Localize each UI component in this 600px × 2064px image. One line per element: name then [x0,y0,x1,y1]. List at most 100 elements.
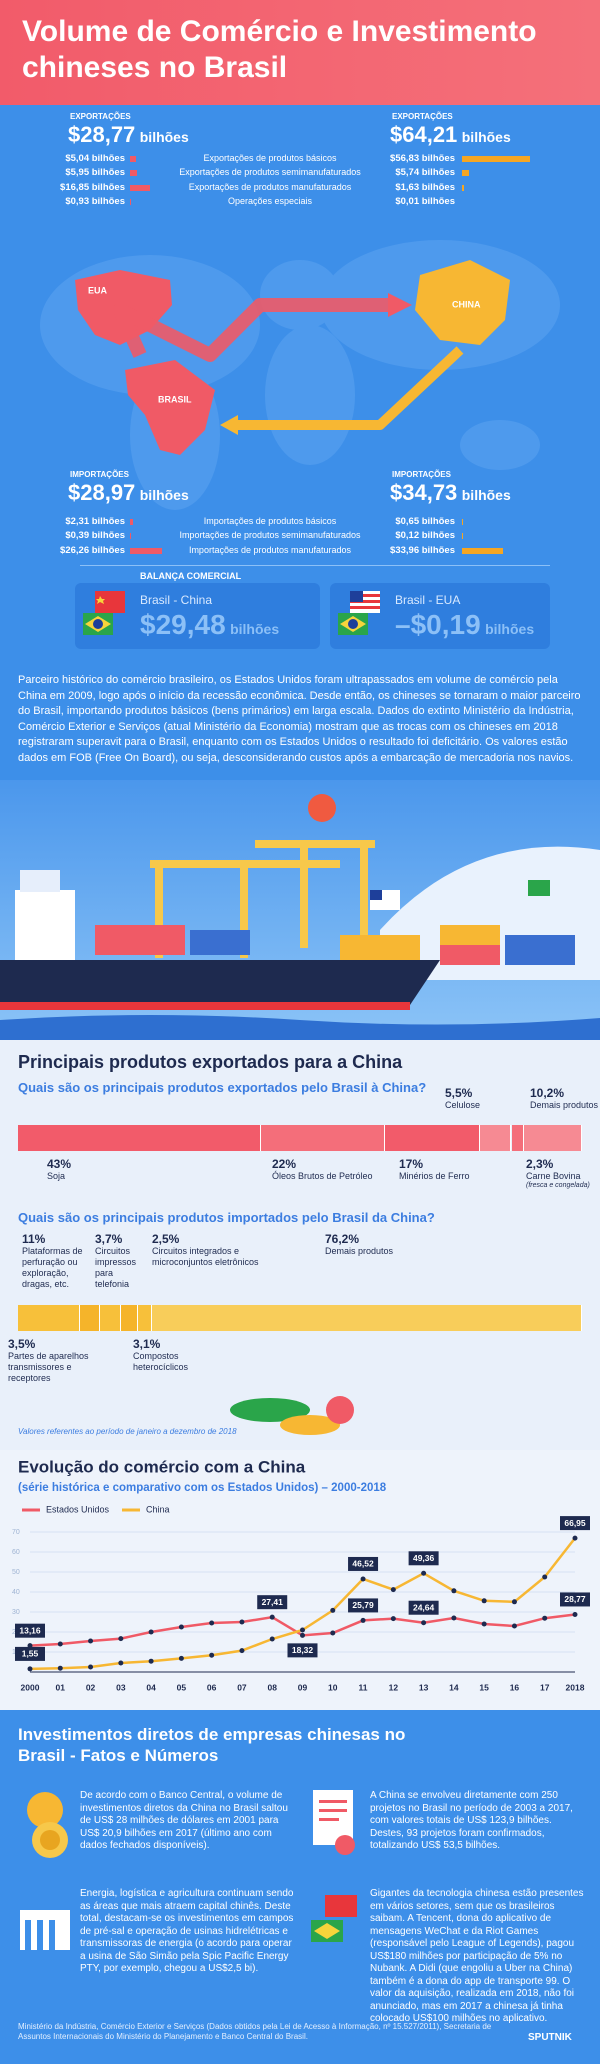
percent: 3,7% [95,1232,123,1246]
point [269,1614,275,1620]
bar-label: 3,5% Partes de aparelhos transmissores e … [8,1337,108,1384]
value-label-box [348,1598,379,1613]
row-label: Exportações de produtos básicos [203,153,337,163]
point [88,1664,94,1670]
x-tick-label: 03 [116,1682,126,1692]
x-tick-label: 05 [177,1682,187,1692]
value-label: 66,95 [564,1518,586,1528]
arrow-head [388,293,412,317]
bar-label: 22% Óleos Brutos de Petróleo [272,1157,392,1182]
heading: EXPORTAÇÕES [392,112,453,121]
row-value: $0,65 bilhões [395,516,455,527]
point [330,1630,336,1636]
china-shape [415,260,510,345]
y-tick-label: 40 [12,1589,20,1596]
row-value: $0,39 bilhões [65,530,125,541]
x-tick-label: 17 [540,1682,550,1692]
bar-label: 43% Soja [47,1157,127,1182]
bar-label: 76,2% Demais produtos [325,1232,445,1257]
bar-segment [524,1125,582,1151]
name: Celulose [445,1100,481,1110]
map-label: EUA [88,285,108,295]
x-tick-label: 09 [298,1682,308,1692]
bar [462,156,531,162]
investments-section: Investimentos diretos de empresas chines… [0,1710,600,2064]
point [209,1652,215,1658]
x-tick-label: 07 [237,1682,247,1692]
fact: De acordo com o Banco Central, o volume … [80,1790,288,1851]
row-label: Exportações de produtos semimanufaturado… [179,167,361,177]
name: Soja [47,1171,66,1181]
point [300,1627,305,1633]
total: $64,21 bilhões [390,122,511,148]
heading: IMPORTAÇÕES [392,470,451,479]
percent: 2,3% [526,1157,554,1171]
balance-value: $29,48 bilhões [140,609,279,641]
percent: 10,2% [530,1086,565,1100]
bar-segment [80,1305,100,1331]
value-label: 18,32 [292,1645,314,1655]
bar-label: 3,7% Circuitos impressos para telefonia [95,1232,145,1290]
bar [130,519,133,525]
bar-segment [511,1125,525,1151]
value-label-box [560,1592,590,1607]
title: Volume de Comércio e Investimento chines… [22,15,537,84]
total-value: $28,97 [68,480,136,505]
bar [462,170,469,176]
bar-segment [260,1125,385,1151]
percent: 17% [399,1157,424,1171]
unit: bilhões [485,621,535,637]
x-tick-label: 01 [56,1682,66,1692]
y-tick-label: 60 [12,1549,20,1556]
row-value: $2,31 bilhões [65,516,125,527]
row-value: $1,63 bilhões [395,182,455,193]
bar [462,185,464,191]
point [178,1655,184,1661]
point [57,1665,63,1671]
value-label-box [15,1646,45,1661]
bar-segment [384,1125,481,1151]
bar-segment [18,1125,261,1151]
value-label: 24,64 [413,1602,435,1612]
value-label: 13,16 [19,1625,41,1635]
chart-section: Evolução do comércio com a China (série … [0,1450,600,1710]
unit: bilhões [461,129,511,145]
source: Ministério da Indústria, Comércio Exteri… [18,2022,492,2041]
x-tick-label: 13 [419,1682,429,1692]
balance-box: Brasil - China $29,48 bilhões [75,583,320,649]
bar-label: 2,3% Carne Bovina (fresca e congelada) [526,1157,596,1189]
row-label: Importações de produtos semimanufaturado… [179,530,361,540]
bar-segment [99,1305,121,1331]
balance-box: Brasil - EUA –$0,19 bilhões [330,583,550,649]
bar [462,548,503,554]
point [511,1599,517,1605]
bar-segment [138,1305,153,1331]
name: Minérios de Ferro [399,1171,470,1181]
bar-segment [120,1305,139,1331]
total-value: $64,21 [390,122,458,147]
point [360,1576,366,1582]
bar-label: 10,2% Demais produtos [530,1086,600,1111]
balance-value: –$0,19 bilhões [395,609,534,641]
point [451,1615,457,1621]
name: Circuitos impressos para telefonia [95,1246,137,1289]
x-tick-label: 2000 [21,1682,40,1692]
section-title: Principais produtos exportados para a Ch… [18,1052,403,1072]
bar [130,156,137,162]
map-label: CHINA [452,299,481,309]
point [511,1623,517,1629]
y-tick-label: 50 [12,1569,20,1576]
dam-icon [20,1910,70,1950]
x-tick-label: 16 [510,1682,520,1692]
question: Quais são os principais produtos importa… [18,1210,435,1225]
heading: EXPORTAÇÕES [70,112,131,121]
point [421,1570,427,1576]
arrow-head [220,415,238,435]
name: Plataformas de perfuração ou exploração,… [22,1246,83,1289]
chart-subtitle: (série histórica e comparativo com os Es… [18,1482,387,1494]
flags [338,591,380,635]
flags [83,591,125,635]
point [451,1588,457,1594]
import-arrow [235,346,464,430]
name: Circuitos integrados e microconjuntos el… [152,1246,259,1267]
